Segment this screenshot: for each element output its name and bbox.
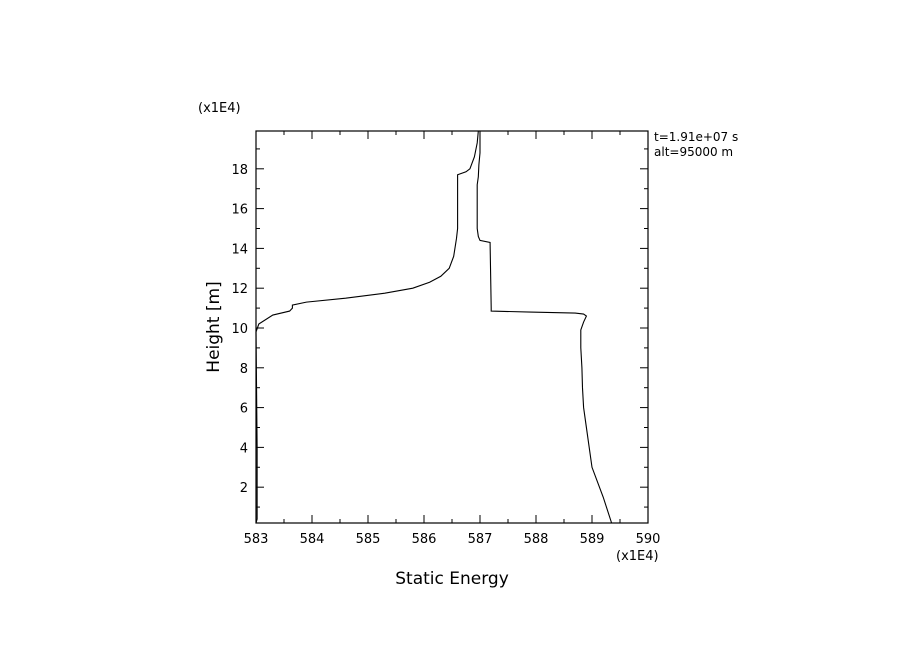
- x-tick-label: 590: [636, 532, 661, 547]
- y-tick-label: 4: [240, 441, 248, 456]
- y-tick-label: 18: [231, 163, 248, 178]
- y-tick-label: 2: [240, 481, 248, 496]
- series-line-1: [255, 130, 479, 524]
- y-tick-label: 8: [240, 362, 248, 377]
- y-axis-title: Height [m]: [204, 281, 224, 372]
- x-tick-label: 589: [580, 532, 605, 547]
- time-annotation: t=1.91e+07 s: [654, 130, 738, 144]
- x-axis-title: Static Energy: [395, 569, 509, 589]
- x-multiplier-label: (x1E4): [616, 549, 659, 564]
- axis-tick-labels: 583 584 585 586 587 588 589 590 2 4 6 8 10 12 14 16 18: [231, 163, 660, 547]
- x-tick-label: 588: [524, 532, 549, 547]
- y-tick-label: 12: [231, 282, 248, 297]
- x-tick-label: 584: [300, 532, 325, 547]
- y-tick-label: 16: [231, 203, 248, 218]
- y-tick-label: 14: [231, 242, 248, 257]
- x-tick-label: 586: [412, 532, 437, 547]
- y-multiplier-label: (x1E4): [198, 101, 241, 116]
- axis-ticks: [255, 131, 649, 523]
- x-tick-label: 585: [356, 532, 381, 547]
- plot-lines: [255, 130, 613, 524]
- x-tick-label: 583: [244, 532, 269, 547]
- series-line-0: [476, 131, 613, 524]
- x-tick-label: 587: [468, 532, 493, 547]
- y-tick-label: 10: [231, 322, 248, 337]
- altitude-annotation: alt=95000 m: [654, 145, 733, 159]
- y-tick-label: 6: [240, 402, 248, 417]
